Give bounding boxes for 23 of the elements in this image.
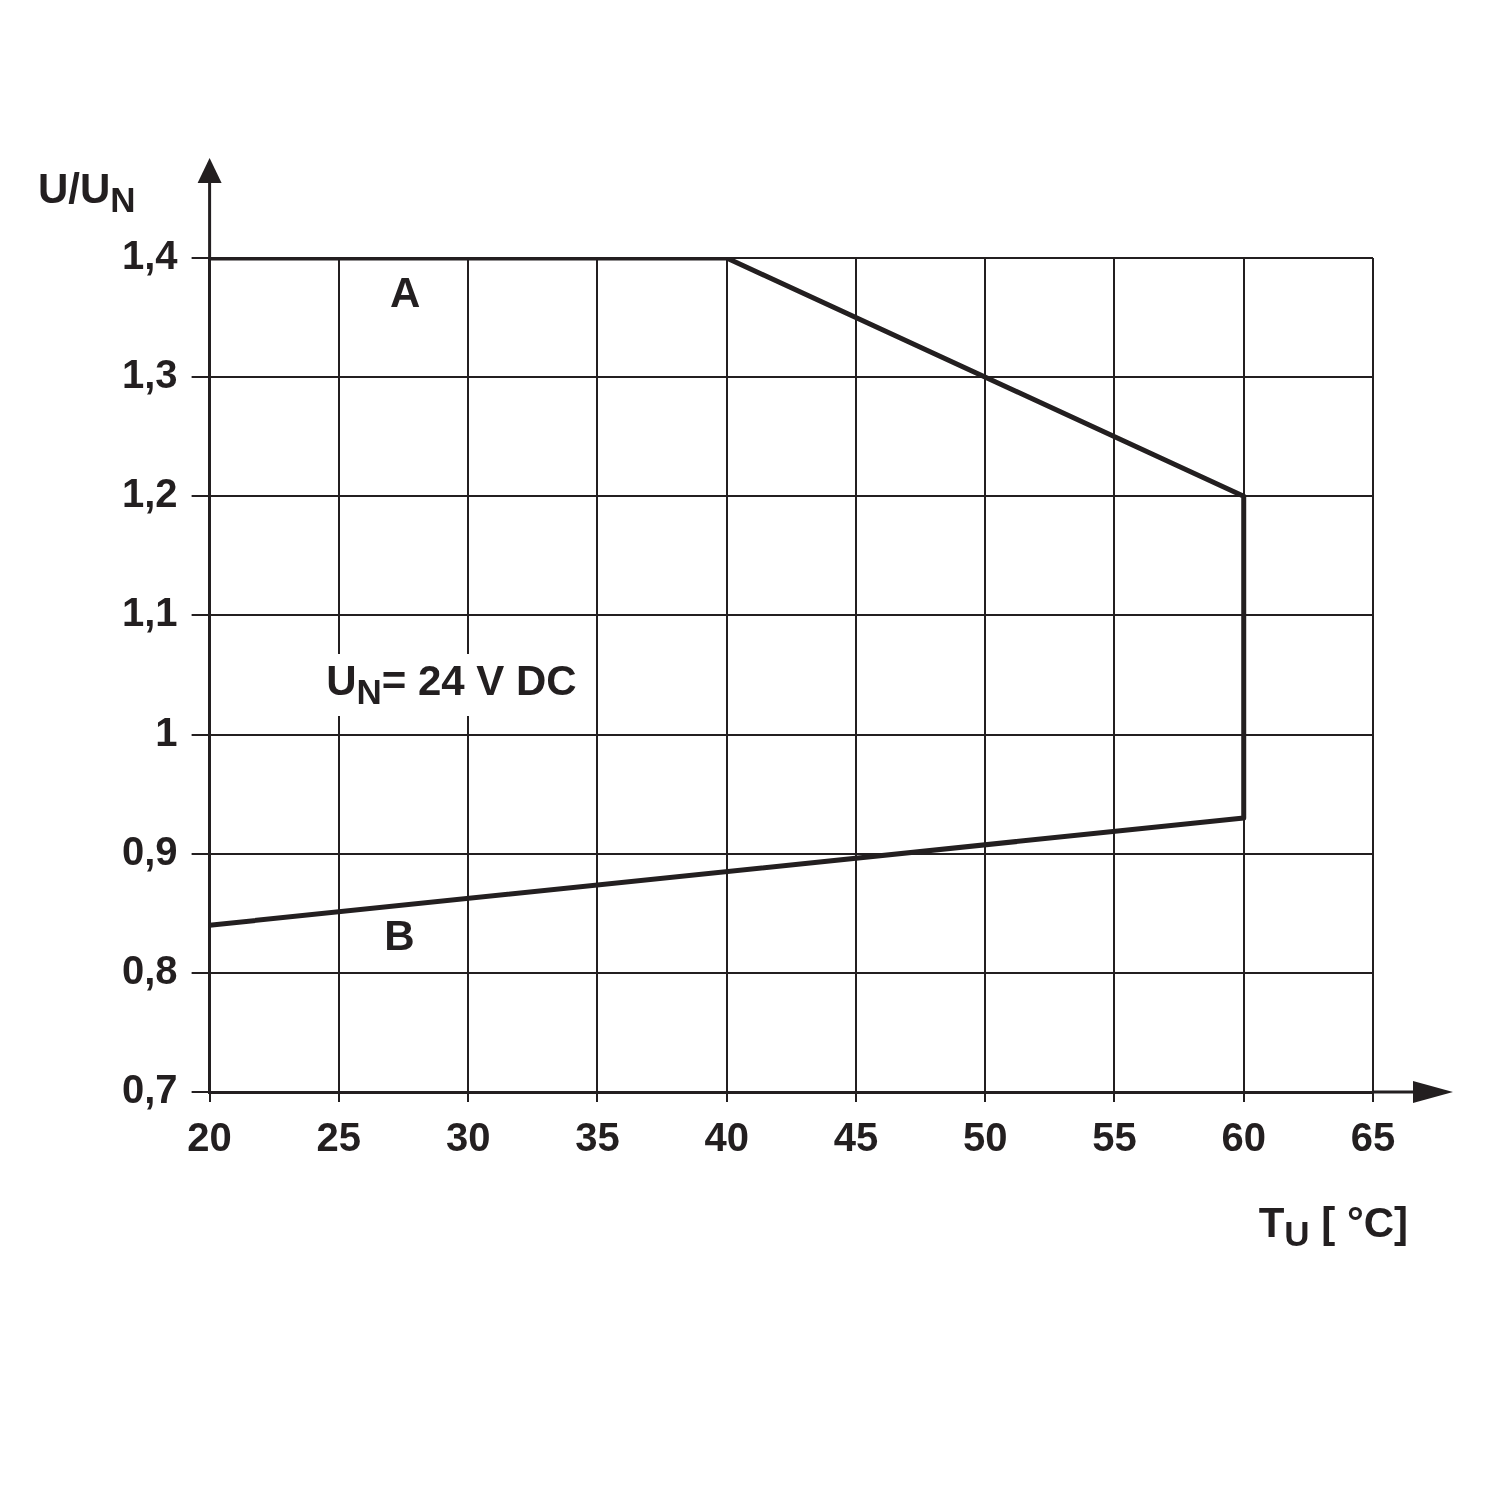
x-tick-label: 55 bbox=[1092, 1115, 1137, 1160]
y-tick-label: 1,2 bbox=[122, 471, 178, 516]
y-tick-label: 1,1 bbox=[122, 590, 178, 635]
y-tick-label: 0,8 bbox=[122, 947, 178, 992]
annotation: B bbox=[383, 910, 416, 961]
y-tick-label: 0,9 bbox=[122, 828, 178, 873]
x-tick-label: 25 bbox=[316, 1115, 362, 1160]
x-tick-label: 20 bbox=[187, 1115, 232, 1160]
x-tick-label: 30 bbox=[445, 1115, 491, 1160]
y-tick-label: 0,7 bbox=[122, 1067, 178, 1112]
x-tick-label: 45 bbox=[833, 1115, 879, 1160]
y-tick-label: 1,3 bbox=[122, 352, 178, 397]
x-tick-label: 50 bbox=[962, 1115, 1008, 1160]
annotation: U$_{N}$= 24 V DC bbox=[320, 654, 583, 716]
annotation: A bbox=[389, 268, 422, 319]
x-axis-title: T$_{U}$ [ °C] bbox=[1258, 1199, 1408, 1254]
y-tick-label: 1 bbox=[155, 709, 178, 754]
x-tick-label: 65 bbox=[1350, 1115, 1396, 1160]
x-tick-label: 60 bbox=[1221, 1115, 1266, 1160]
x-tick-label: 40 bbox=[704, 1115, 749, 1160]
y-tick-label: 1,4 bbox=[122, 233, 179, 278]
y-axis-title: U/U$_{N}$ bbox=[38, 165, 136, 220]
x-tick-label: 35 bbox=[575, 1115, 620, 1160]
